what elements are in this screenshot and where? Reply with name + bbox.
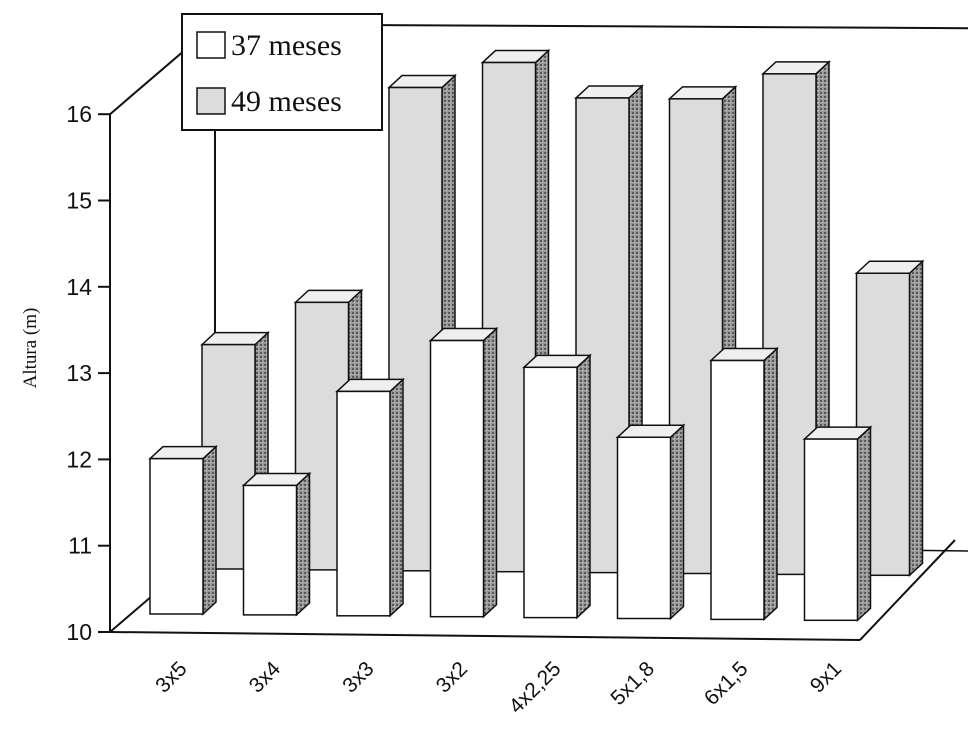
bar-side — [856, 425, 872, 623]
series-37-bars — [148, 326, 873, 623]
x-category-label: 3x4 — [245, 657, 285, 697]
bar-face — [710, 359, 765, 621]
y-tick-label: 15 — [66, 188, 92, 214]
bar-49-meses — [293, 288, 364, 572]
floor-right-edge — [859, 539, 956, 641]
y-tick-label: 14 — [66, 274, 92, 300]
x-category-label: 9x1 — [806, 657, 846, 697]
bar-37-meses — [802, 425, 873, 623]
bar-face — [803, 438, 859, 622]
y-tick-label: 13 — [66, 360, 92, 386]
y-tick-label: 16 — [66, 101, 92, 127]
y-axis-label: Altura (m) — [20, 308, 41, 389]
bar-37-meses — [428, 326, 499, 619]
bar-side — [295, 471, 311, 617]
x-category-label: 4x2,25 — [505, 657, 566, 718]
bar-side — [202, 444, 217, 616]
bar-37-meses — [335, 377, 405, 618]
x-category-label: 6x1,5 — [700, 657, 753, 710]
x-category-label: 3x5 — [151, 657, 191, 697]
x-category-label: 3x2 — [432, 657, 472, 697]
bar-side — [763, 346, 778, 622]
x-axis-categories: 3x5 3x4 3x3 3x2 4x2,25 5x1,8 6x1,5 9x1 — [151, 657, 846, 718]
bar-face — [336, 390, 391, 617]
legend: 37 meses 49 meses — [181, 13, 383, 131]
y-tick-label: 10 — [66, 619, 92, 645]
bar-face — [616, 436, 672, 620]
floor-front-edge — [109, 631, 861, 641]
bar-face — [149, 457, 204, 615]
bar-37-meses — [522, 353, 592, 620]
x-category-label: 5x1,8 — [606, 657, 659, 710]
bar-side — [576, 353, 591, 620]
y-axis-ticks: 10 11 12 13 14 15 16 — [66, 101, 110, 645]
bar-face — [429, 339, 485, 618]
bar-side — [482, 326, 498, 619]
legend-swatch — [196, 87, 226, 115]
bar-side — [908, 259, 924, 578]
bar-37-meses — [148, 444, 218, 616]
bar-side — [389, 377, 404, 618]
bar-side — [669, 423, 685, 621]
bar-37-meses — [241, 471, 312, 617]
legend-label: 37 meses — [231, 29, 342, 62]
bar-37-meses — [709, 346, 779, 622]
legend-swatch — [196, 31, 226, 59]
bar-face — [523, 366, 578, 619]
y-tick-label: 11 — [68, 533, 92, 559]
legend-label: 49 meses — [231, 85, 342, 118]
bar-37-meses — [615, 423, 686, 621]
bar-face — [242, 484, 298, 616]
y-tick-label: 12 — [66, 446, 92, 472]
x-category-label: 3x3 — [338, 657, 378, 697]
